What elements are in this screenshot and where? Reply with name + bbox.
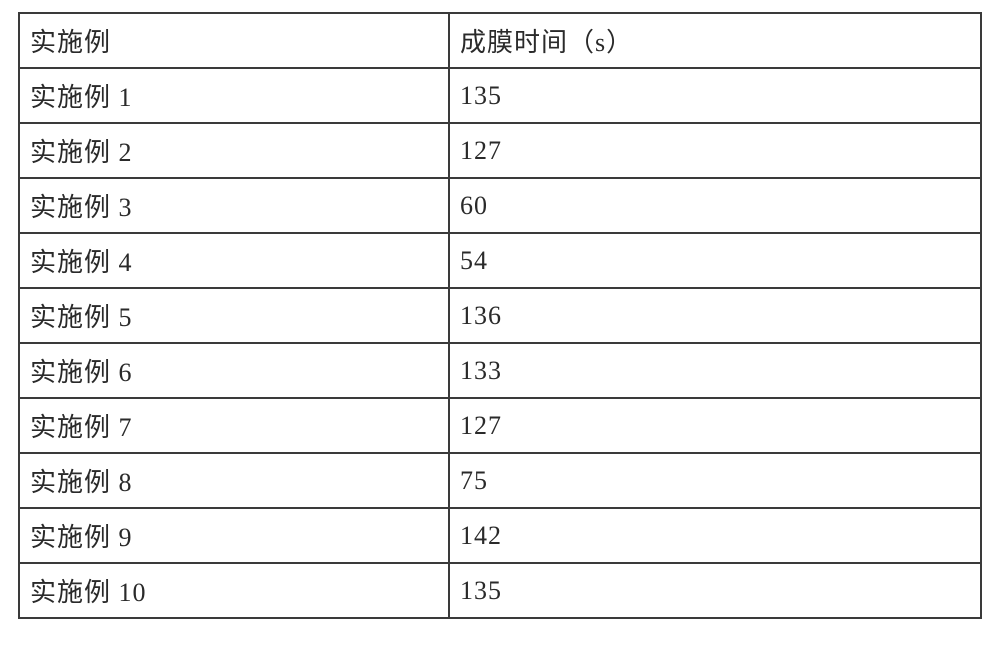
table-row: 实施例 5 136 bbox=[19, 288, 981, 343]
data-table: 实施例 成膜时间（s） 实施例 1 135 实施例 2 127 实施例 3 60… bbox=[18, 12, 982, 619]
cell-value: 135 bbox=[449, 563, 981, 618]
col-header-film-time: 成膜时间（s） bbox=[449, 13, 981, 68]
cell-value: 135 bbox=[449, 68, 981, 123]
table-row: 实施例 2 127 bbox=[19, 123, 981, 178]
cell-value: 54 bbox=[449, 233, 981, 288]
cell-example: 实施例 4 bbox=[19, 233, 449, 288]
cell-value: 127 bbox=[449, 123, 981, 178]
table-row: 实施例 4 54 bbox=[19, 233, 981, 288]
cell-example: 实施例 7 bbox=[19, 398, 449, 453]
cell-value: 75 bbox=[449, 453, 981, 508]
cell-value: 142 bbox=[449, 508, 981, 563]
cell-value: 127 bbox=[449, 398, 981, 453]
cell-value: 60 bbox=[449, 178, 981, 233]
cell-example: 实施例 6 bbox=[19, 343, 449, 398]
table-row: 实施例 10 135 bbox=[19, 563, 981, 618]
cell-value: 136 bbox=[449, 288, 981, 343]
table-row: 实施例 3 60 bbox=[19, 178, 981, 233]
table-row: 实施例 6 133 bbox=[19, 343, 981, 398]
cell-example: 实施例 5 bbox=[19, 288, 449, 343]
table-row: 实施例 8 75 bbox=[19, 453, 981, 508]
table-row: 实施例 1 135 bbox=[19, 68, 981, 123]
cell-example: 实施例 3 bbox=[19, 178, 449, 233]
cell-example: 实施例 9 bbox=[19, 508, 449, 563]
page: 实施例 成膜时间（s） 实施例 1 135 实施例 2 127 实施例 3 60… bbox=[0, 0, 1000, 660]
table-row: 实施例 9 142 bbox=[19, 508, 981, 563]
cell-example: 实施例 10 bbox=[19, 563, 449, 618]
col-header-example: 实施例 bbox=[19, 13, 449, 68]
table-header-row: 实施例 成膜时间（s） bbox=[19, 13, 981, 68]
cell-example: 实施例 8 bbox=[19, 453, 449, 508]
cell-example: 实施例 1 bbox=[19, 68, 449, 123]
cell-value: 133 bbox=[449, 343, 981, 398]
cell-example: 实施例 2 bbox=[19, 123, 449, 178]
table-row: 实施例 7 127 bbox=[19, 398, 981, 453]
